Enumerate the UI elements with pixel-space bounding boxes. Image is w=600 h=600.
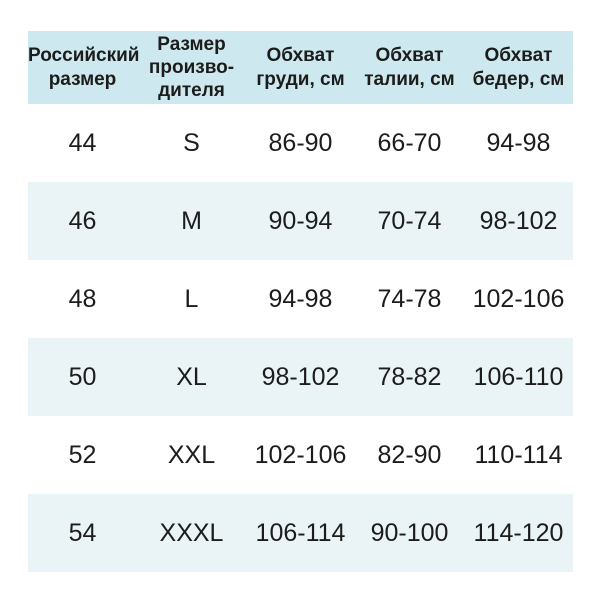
cell-hips: 110-114 <box>474 440 563 469</box>
header-cell-chest-circumference: Обхват груди, см <box>256 45 345 90</box>
cell-chest: 86-90 <box>268 128 333 157</box>
cell-chest: 102-106 <box>254 440 347 469</box>
cell-chest: 94-98 <box>268 284 333 313</box>
cell-chest: 98-102 <box>261 362 340 391</box>
cell-russian-size: 52 <box>68 440 97 469</box>
cell-chest: 106-114 <box>255 518 346 547</box>
cell-manufacturer-size: XL <box>176 362 207 391</box>
cell-hips: 114-120 <box>473 518 564 547</box>
cell-russian-size: 46 <box>68 206 97 235</box>
header-row: Российский размер Размер произво- дителя… <box>28 31 573 104</box>
size-table-body: 44 S 86-90 66-70 94-98 46 M 90-94 70-74 … <box>28 104 573 572</box>
cell-manufacturer-size: XXXL <box>159 518 224 547</box>
cell-waist: 66-70 <box>377 128 442 157</box>
header-cell-russian-size: Российский размер <box>28 45 140 90</box>
cell-russian-size: 48 <box>68 284 97 313</box>
header-cell-manufacturer-size: Размер произво- дителя <box>148 33 235 102</box>
cell-hips: 94-98 <box>486 128 551 157</box>
cell-waist: 82-90 <box>377 440 442 469</box>
cell-hips: 106-110 <box>473 362 564 391</box>
table-row-size-52: 52 XXL 102-106 82-90 110-114 <box>28 416 573 494</box>
cell-russian-size: 50 <box>68 362 97 391</box>
size-table: Российский размер Размер произво- дителя… <box>28 31 573 572</box>
cell-waist: 70-74 <box>377 206 442 235</box>
cell-hips: 98-102 <box>479 206 558 235</box>
cell-waist: 74-78 <box>377 284 442 313</box>
table-row-size-46: 46 M 90-94 70-74 98-102 <box>28 182 573 260</box>
cell-waist: 90-100 <box>370 518 449 547</box>
header-cell-waist-circumference: Обхват талии, см <box>364 45 455 90</box>
size-table-head: Российский размер Размер произво- дителя… <box>28 31 573 104</box>
cell-manufacturer-size: XXL <box>167 440 216 469</box>
cell-chest: 90-94 <box>268 206 333 235</box>
header-cell-hip-circumference: Обхват бедер, см <box>472 45 565 90</box>
cell-manufacturer-size: L <box>184 284 199 313</box>
table-row-size-44: 44 S 86-90 66-70 94-98 <box>28 104 573 182</box>
cell-waist: 78-82 <box>377 362 442 391</box>
table-row-size-50: 50 XL 98-102 78-82 106-110 <box>28 338 573 416</box>
cell-manufacturer-size: M <box>181 206 202 235</box>
cell-manufacturer-size: S <box>183 128 200 157</box>
cell-russian-size: 44 <box>68 128 97 157</box>
table-row-size-48: 48 L 94-98 74-78 102-106 <box>28 260 573 338</box>
table-row-size-54: 54 XXXL 106-114 90-100 114-120 <box>28 494 573 572</box>
cell-russian-size: 54 <box>68 518 97 547</box>
cell-hips: 102-106 <box>472 284 565 313</box>
